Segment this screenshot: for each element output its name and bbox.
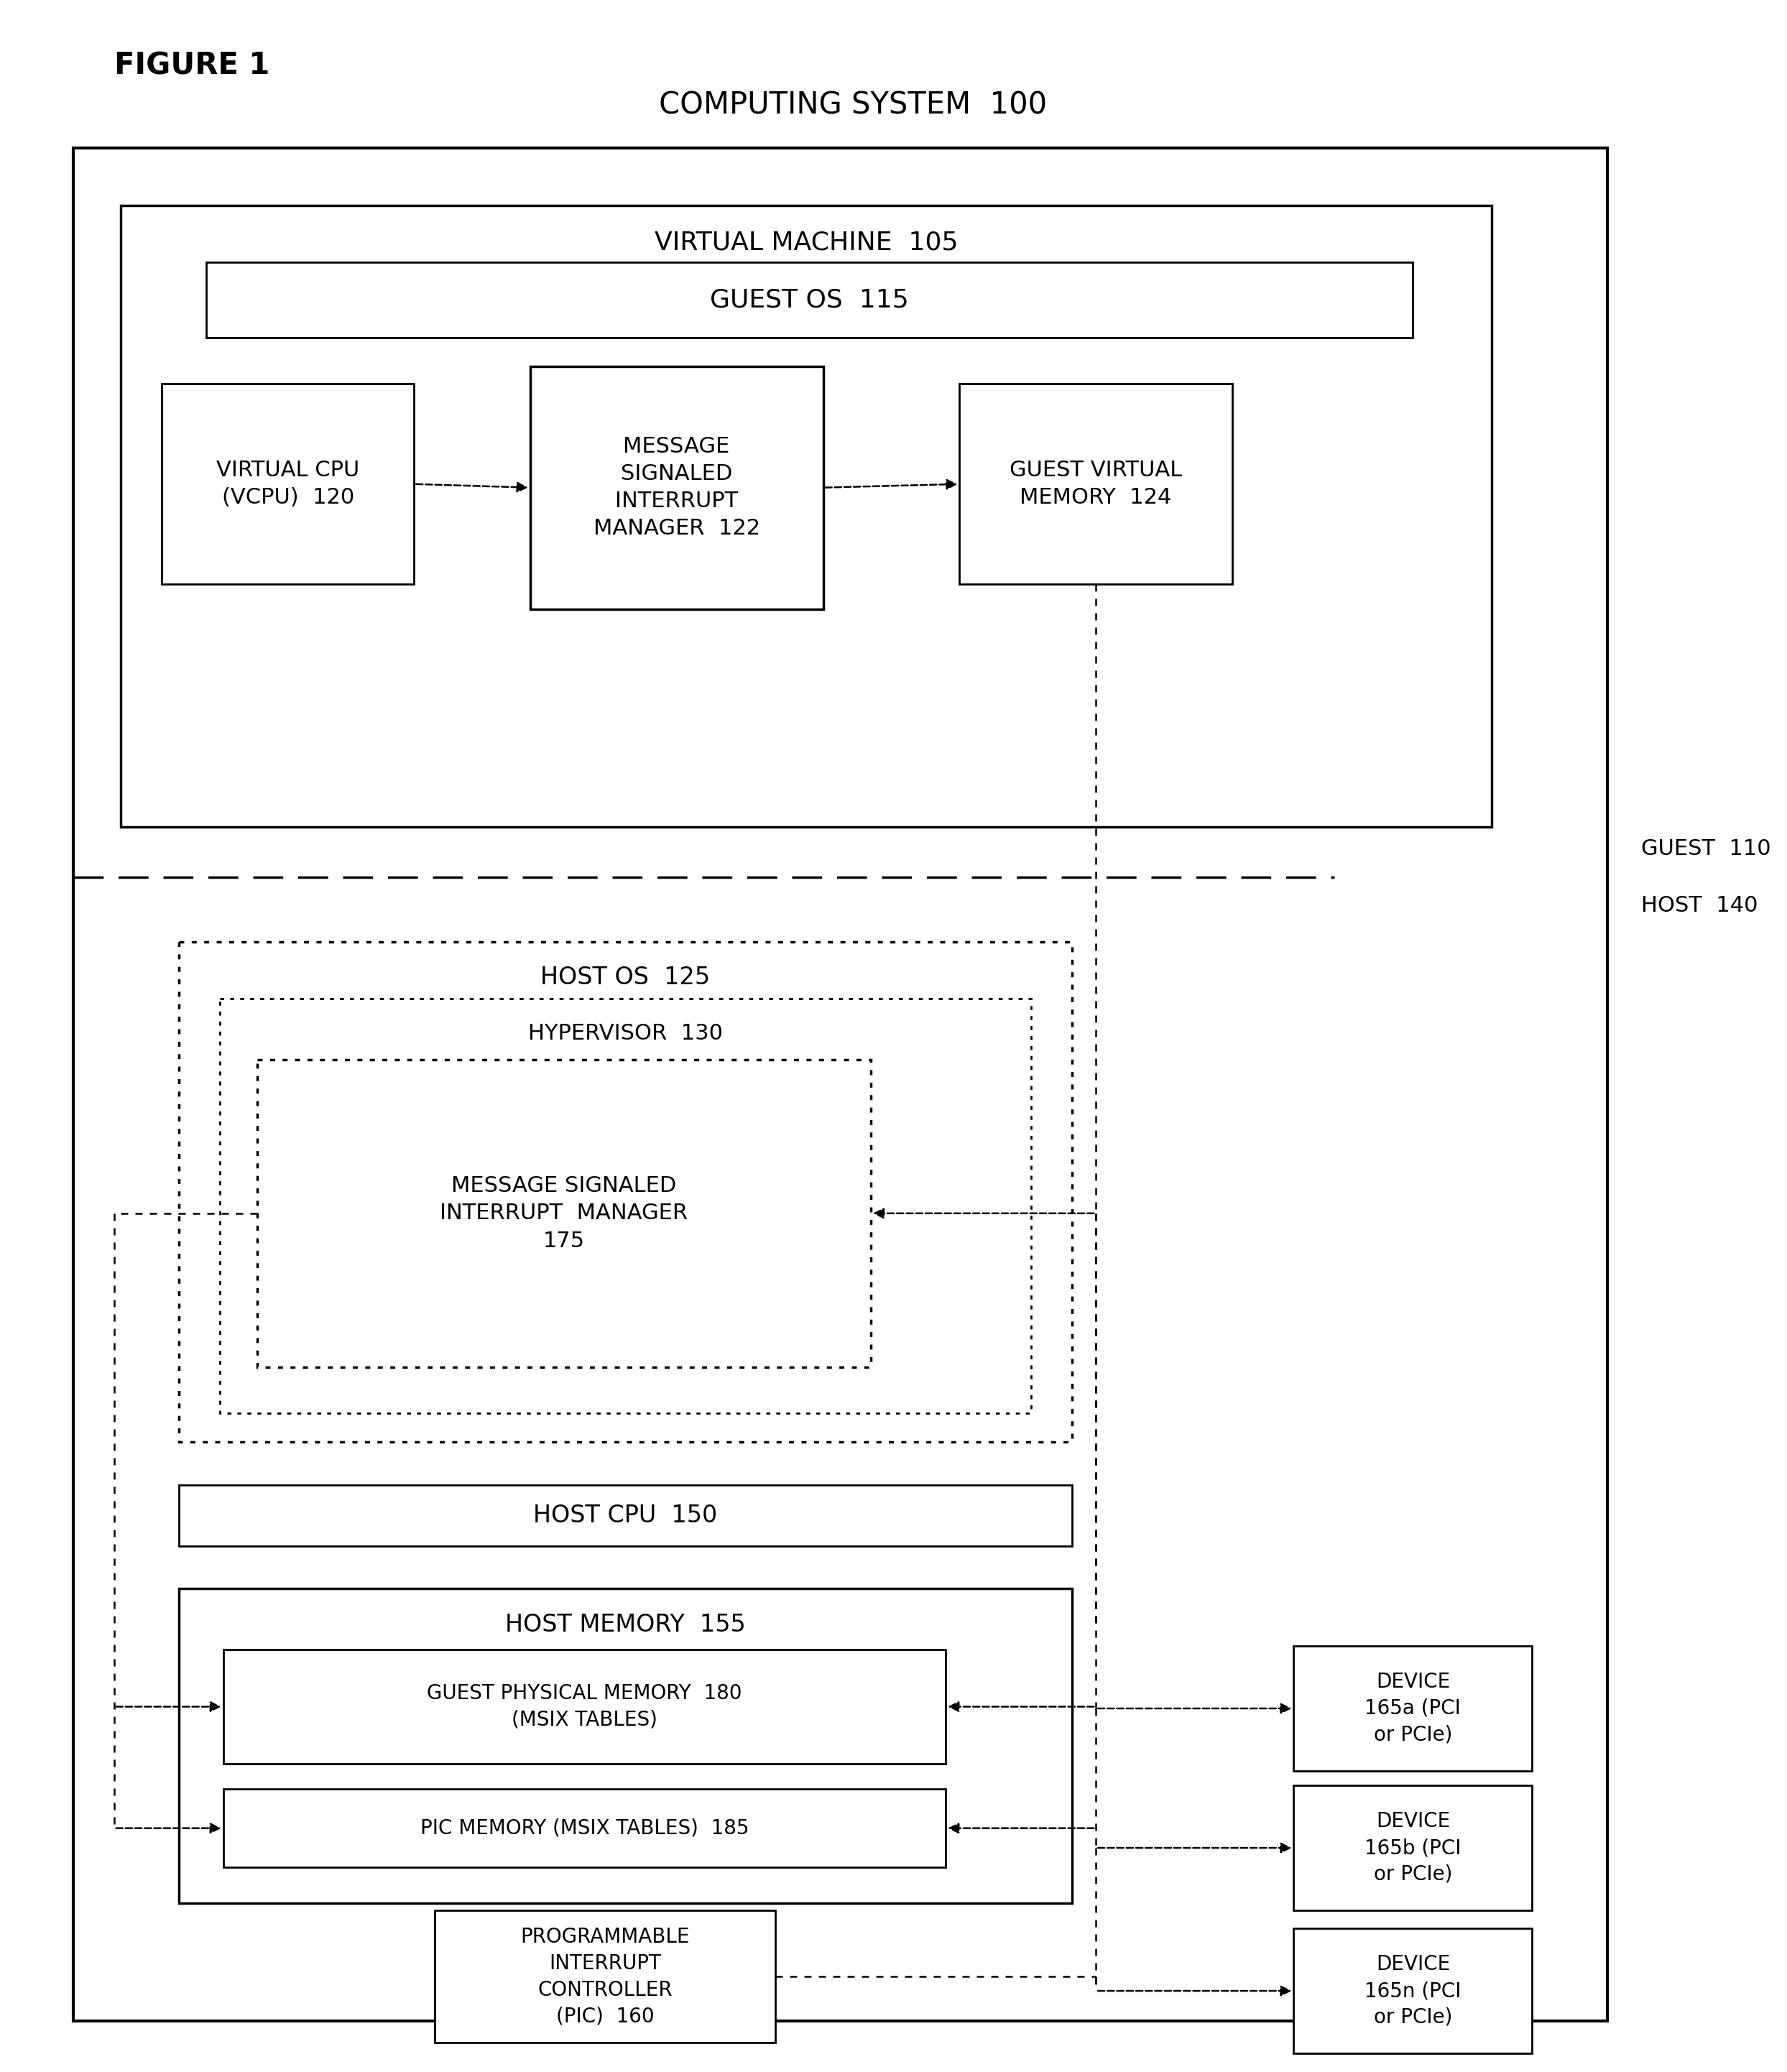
Text: GUEST  110: GUEST 110 <box>1640 839 1771 860</box>
Text: COMPUTING SYSTEM  100: COMPUTING SYSTEM 100 <box>659 89 1047 120</box>
Bar <box>179 941 1072 1442</box>
Bar <box>122 205 1492 827</box>
Text: DEVICE
165a (PCI
or PCIe): DEVICE 165a (PCI or PCIe) <box>1365 1672 1462 1745</box>
Bar <box>223 1649 945 1763</box>
Bar <box>1294 1929 1531 2053</box>
Text: DEVICE
165n (PCI
or PCIe): DEVICE 165n (PCI or PCIe) <box>1365 1954 1462 2026</box>
Text: HYPERVISOR  130: HYPERVISOR 130 <box>529 1024 722 1044</box>
Bar <box>206 263 1414 338</box>
Text: PIC MEMORY (MSIX TABLES)  185: PIC MEMORY (MSIX TABLES) 185 <box>420 1817 749 1838</box>
Text: FIGURE 1: FIGURE 1 <box>114 50 270 81</box>
Text: PROGRAMMABLE
INTERRUPT
CONTROLLER
(PIC)  160: PROGRAMMABLE INTERRUPT CONTROLLER (PIC) … <box>520 1927 690 2026</box>
Bar <box>179 1486 1072 1546</box>
Bar <box>531 367 824 609</box>
Bar <box>257 1059 870 1368</box>
Text: GUEST PHYSICAL MEMORY  180
(MSIX TABLES): GUEST PHYSICAL MEMORY 180 (MSIX TABLES) <box>427 1682 742 1730</box>
Text: MESSAGE SIGNALED
INTERRUPT  MANAGER
175: MESSAGE SIGNALED INTERRUPT MANAGER 175 <box>440 1175 688 1251</box>
Text: DEVICE
165b (PCI
or PCIe): DEVICE 165b (PCI or PCIe) <box>1365 1811 1462 1883</box>
Bar <box>220 999 1031 1413</box>
Text: GUEST OS  115: GUEST OS 115 <box>709 288 910 313</box>
Text: VIRTUAL MACHINE  105: VIRTUAL MACHINE 105 <box>654 230 958 255</box>
Bar <box>1294 1645 1531 1772</box>
Bar <box>179 1589 1072 1904</box>
Text: HOST OS  125: HOST OS 125 <box>541 966 709 988</box>
Bar <box>1294 1786 1531 1910</box>
Text: HOST MEMORY  155: HOST MEMORY 155 <box>506 1612 745 1637</box>
Bar <box>960 383 1233 584</box>
Text: HOST  140: HOST 140 <box>1640 895 1758 916</box>
Bar <box>223 1788 945 1867</box>
Text: VIRTUAL CPU
(VCPU)  120: VIRTUAL CPU (VCPU) 120 <box>216 460 359 508</box>
Text: HOST CPU  150: HOST CPU 150 <box>533 1504 718 1527</box>
Bar <box>434 1910 776 2043</box>
Bar <box>163 383 415 584</box>
Text: GUEST VIRTUAL
MEMORY  124: GUEST VIRTUAL MEMORY 124 <box>1010 460 1183 508</box>
Text: MESSAGE
SIGNALED
INTERRUPT
MANAGER  122: MESSAGE SIGNALED INTERRUPT MANAGER 122 <box>593 435 759 539</box>
